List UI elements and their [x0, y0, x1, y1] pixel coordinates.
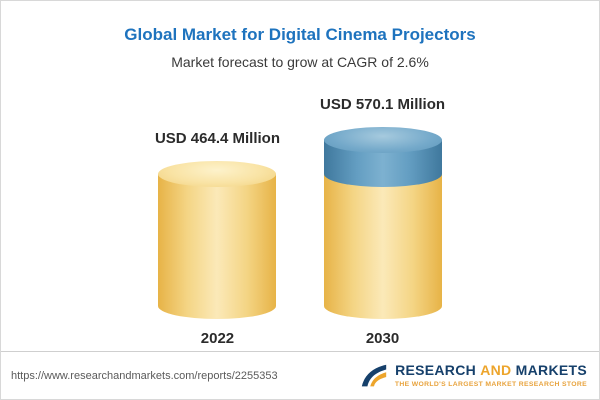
footer-bar: https://www.researchandmarkets.com/repor…: [1, 351, 599, 399]
logo-text: RESEARCH AND MARKETS THE WORLD'S LARGEST…: [394, 363, 587, 388]
logo-tagline: THE WORLD'S LARGEST MARKET RESEARCH STOR…: [394, 380, 587, 388]
research-and-markets-logo[interactable]: RESEARCH AND MARKETS THE WORLD'S LARGEST…: [359, 361, 587, 391]
value-label-2030: USD 570.1 Million: [320, 96, 446, 113]
cylinder-body-2022: [158, 174, 277, 319]
cylinder-cap-2022: [158, 161, 277, 187]
category-label-2030: 2030: [365, 330, 400, 347]
logo-word-markets: MARKETS: [515, 362, 587, 379]
logo-word-research: RESEARCH: [395, 362, 477, 379]
page-title: Global Market for Digital Cinema Project…: [124, 25, 476, 44]
cylinder-cap-2030: [323, 127, 442, 153]
cylinder-bar-2022: [158, 161, 277, 319]
bar-group-2022: USD 464.4 Million 2022: [155, 130, 280, 347]
logo-word-and: AND: [480, 362, 512, 379]
bar-group-2030: USD 570.1 Million 2030: [320, 96, 445, 347]
report-url-link[interactable]: https://www.researchandmarkets.com/repor…: [11, 369, 278, 382]
page-subtitle: Market forecast to grow at CAGR of 2.6%: [171, 54, 429, 70]
logo-name: RESEARCH AND MARKETS: [395, 363, 587, 378]
cylinder-body-2030: [323, 173, 442, 319]
value-label-2022: USD 464.4 Million: [154, 130, 280, 147]
category-label-2022: 2022: [200, 330, 235, 347]
logo-icon: [359, 361, 389, 391]
cylinder-bar-2030: [323, 127, 442, 319]
chart-area: USD 464.4 Million 2022 USD 570.1 Million…: [1, 96, 599, 347]
